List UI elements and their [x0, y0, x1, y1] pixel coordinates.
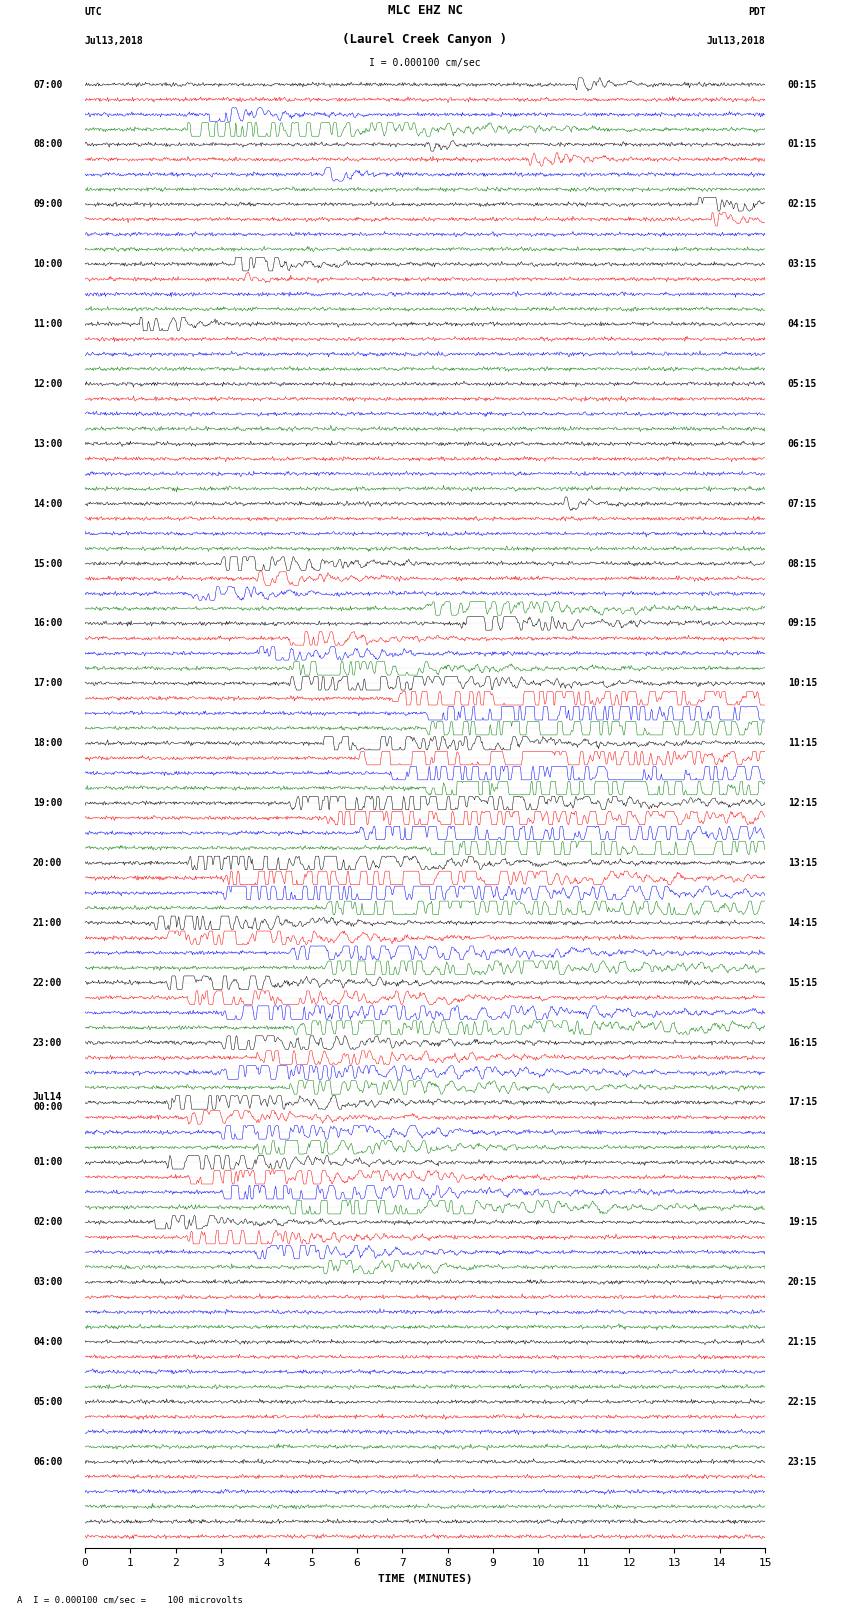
Text: 09:15: 09:15 [788, 618, 817, 629]
Text: MLC EHZ NC: MLC EHZ NC [388, 3, 462, 16]
Text: 15:15: 15:15 [788, 977, 817, 987]
Text: 11:00: 11:00 [33, 319, 62, 329]
Text: 13:15: 13:15 [788, 858, 817, 868]
Text: 03:00: 03:00 [33, 1277, 62, 1287]
Text: 23:00: 23:00 [33, 1037, 62, 1047]
Text: 06:00: 06:00 [33, 1457, 62, 1466]
Text: PDT: PDT [748, 6, 766, 16]
Text: (Laurel Creek Canyon ): (Laurel Creek Canyon ) [343, 32, 507, 47]
Text: 05:00: 05:00 [33, 1397, 62, 1407]
Text: Jul14: Jul14 [33, 1092, 62, 1102]
Text: 01:15: 01:15 [788, 139, 817, 150]
Text: 08:15: 08:15 [788, 558, 817, 568]
Text: 05:15: 05:15 [788, 379, 817, 389]
Text: 22:00: 22:00 [33, 977, 62, 987]
Text: 20:15: 20:15 [788, 1277, 817, 1287]
Text: 15:00: 15:00 [33, 558, 62, 568]
Text: 10:00: 10:00 [33, 260, 62, 269]
Text: 18:00: 18:00 [33, 739, 62, 748]
Text: 14:15: 14:15 [788, 918, 817, 927]
Text: 12:15: 12:15 [788, 798, 817, 808]
Text: 17:00: 17:00 [33, 679, 62, 689]
Text: 17:15: 17:15 [788, 1097, 817, 1108]
Text: A  I = 0.000100 cm/sec =    100 microvolts: A I = 0.000100 cm/sec = 100 microvolts [17, 1595, 243, 1605]
Text: 11:15: 11:15 [788, 739, 817, 748]
Text: Jul13,2018: Jul13,2018 [707, 35, 766, 47]
Text: 20:00: 20:00 [33, 858, 62, 868]
Text: 12:00: 12:00 [33, 379, 62, 389]
Text: 03:15: 03:15 [788, 260, 817, 269]
Text: 02:00: 02:00 [33, 1218, 62, 1227]
Text: 01:00: 01:00 [33, 1157, 62, 1168]
Text: 14:00: 14:00 [33, 498, 62, 508]
Text: 16:15: 16:15 [788, 1037, 817, 1047]
Text: 04:15: 04:15 [788, 319, 817, 329]
Text: 21:15: 21:15 [788, 1337, 817, 1347]
Text: Jul13,2018: Jul13,2018 [84, 35, 143, 47]
Text: 23:15: 23:15 [788, 1457, 817, 1466]
Text: 22:15: 22:15 [788, 1397, 817, 1407]
Text: 21:00: 21:00 [33, 918, 62, 927]
Text: 18:15: 18:15 [788, 1157, 817, 1168]
Text: 09:00: 09:00 [33, 200, 62, 210]
Text: 00:00: 00:00 [33, 1102, 62, 1113]
Text: 13:00: 13:00 [33, 439, 62, 448]
X-axis label: TIME (MINUTES): TIME (MINUTES) [377, 1574, 473, 1584]
Text: 07:00: 07:00 [33, 79, 62, 90]
Text: I = 0.000100 cm/sec: I = 0.000100 cm/sec [369, 58, 481, 68]
Text: 19:15: 19:15 [788, 1218, 817, 1227]
Text: 04:00: 04:00 [33, 1337, 62, 1347]
Text: 07:15: 07:15 [788, 498, 817, 508]
Text: 00:15: 00:15 [788, 79, 817, 90]
Text: 06:15: 06:15 [788, 439, 817, 448]
Text: 08:00: 08:00 [33, 139, 62, 150]
Text: 19:00: 19:00 [33, 798, 62, 808]
Text: 02:15: 02:15 [788, 200, 817, 210]
Text: 16:00: 16:00 [33, 618, 62, 629]
Text: UTC: UTC [84, 6, 102, 16]
Text: 10:15: 10:15 [788, 679, 817, 689]
